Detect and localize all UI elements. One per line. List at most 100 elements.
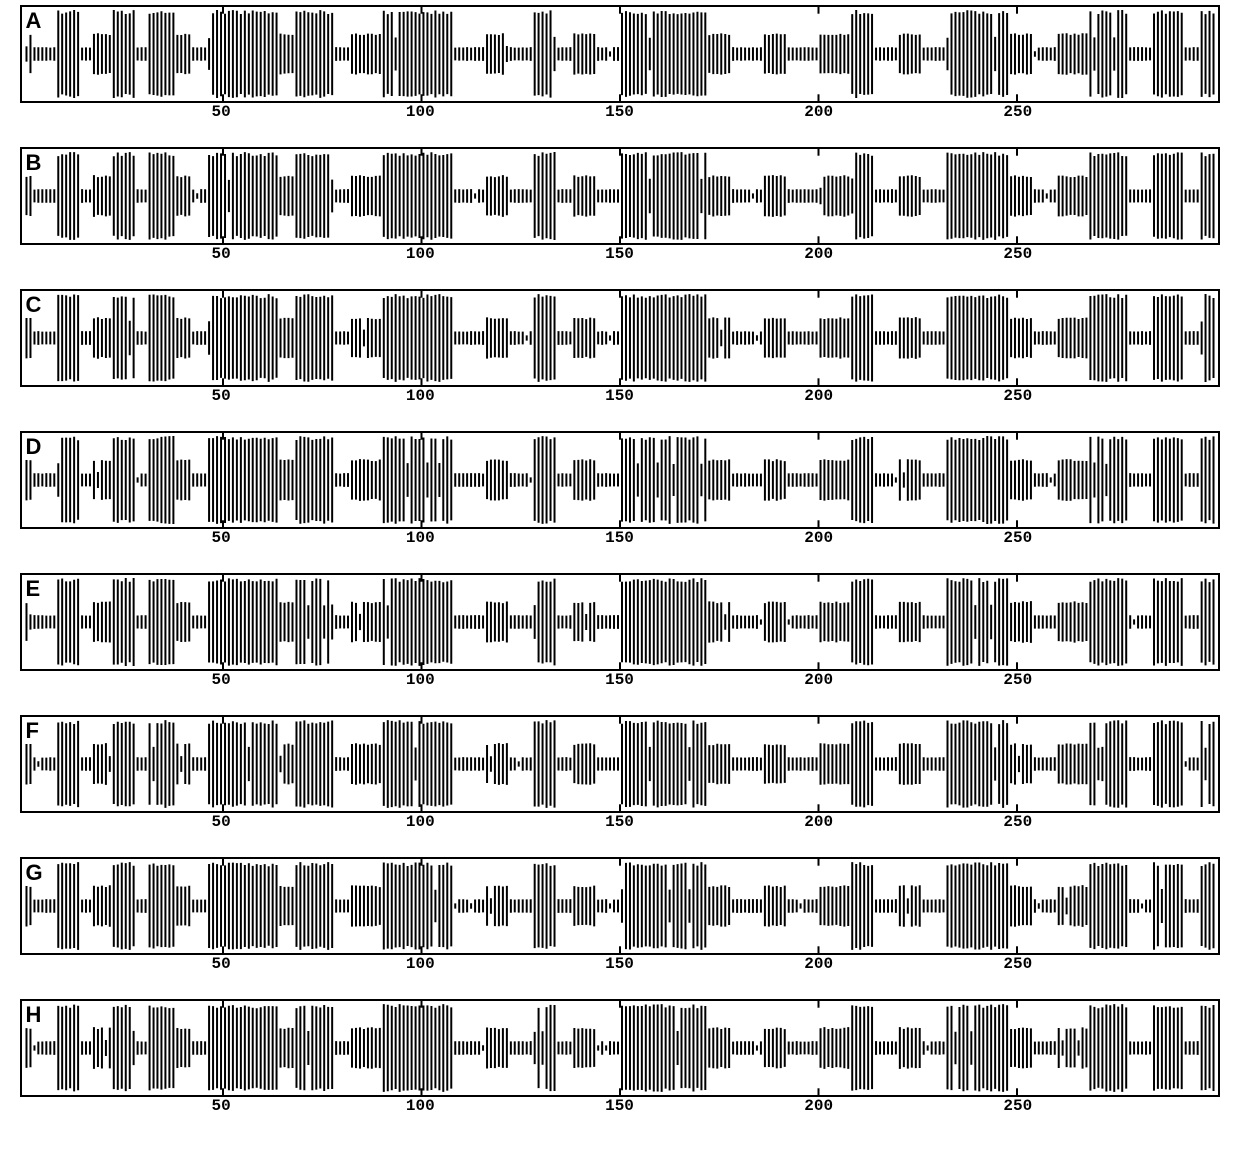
x-tick: 200 bbox=[804, 529, 833, 547]
x-axis: 50100150200250 bbox=[20, 529, 1220, 559]
barcode-plot bbox=[22, 149, 1218, 243]
x-tick: 150 bbox=[605, 955, 634, 973]
x-axis: 50100150200250 bbox=[20, 955, 1220, 985]
x-tick-label: 250 bbox=[1003, 1097, 1032, 1115]
panel-row: A 50 100 150 200 250 bbox=[20, 5, 1220, 133]
x-tick: 150 bbox=[605, 671, 634, 689]
x-tick-label: 100 bbox=[406, 387, 435, 405]
panel-row: D50100150200250 bbox=[20, 431, 1220, 559]
panel-row: G50100150200250 bbox=[20, 857, 1220, 985]
x-tick: 100 bbox=[406, 813, 435, 831]
x-tick-label: 100 bbox=[406, 103, 435, 121]
x-tick: 250 bbox=[1003, 671, 1032, 689]
x-tick: 250 bbox=[1003, 813, 1032, 831]
x-tick-label: 50 bbox=[212, 245, 231, 263]
x-tick-label: 200 bbox=[804, 1097, 833, 1115]
panel-row: C 50 100 150 200 250 bbox=[20, 289, 1220, 417]
panel-label: C bbox=[25, 292, 43, 318]
barcode-plot bbox=[22, 859, 1218, 953]
x-tick: 50 bbox=[212, 813, 231, 831]
x-tick-label: 150 bbox=[605, 103, 634, 121]
x-tick-label: 50 bbox=[212, 387, 231, 405]
panel-row: E50100150200250 bbox=[20, 573, 1220, 701]
x-tick: 100 bbox=[406, 387, 435, 405]
panel-row: F 50 100 150 200 250 bbox=[20, 715, 1220, 843]
figure-container: A 50 100 150 200 250 B 50 100 150 200 250 C 50 100 150 2… bbox=[0, 0, 1239, 1155]
x-tick-label: 250 bbox=[1003, 245, 1032, 263]
x-tick: 250 bbox=[1003, 955, 1032, 973]
x-tick-label: 50 bbox=[212, 1097, 231, 1115]
panel-box-A: A bbox=[20, 5, 1220, 103]
x-tick-label: 200 bbox=[804, 387, 833, 405]
panel-box-H: H bbox=[20, 999, 1220, 1097]
x-tick-label: 150 bbox=[605, 671, 634, 689]
x-tick: 250 bbox=[1003, 529, 1032, 547]
x-tick-label: 50 bbox=[212, 813, 231, 831]
panel-label: A bbox=[25, 8, 43, 34]
panel-label: E bbox=[25, 576, 42, 602]
x-tick-label: 50 bbox=[212, 671, 231, 689]
x-tick: 150 bbox=[605, 1097, 634, 1115]
x-tick: 200 bbox=[804, 813, 833, 831]
x-axis: 50100150200250 bbox=[20, 671, 1220, 701]
x-tick: 150 bbox=[605, 103, 634, 121]
x-tick: 50 bbox=[212, 529, 231, 547]
x-tick-label: 150 bbox=[605, 529, 634, 547]
x-tick-label: 200 bbox=[804, 813, 833, 831]
x-tick-label: 150 bbox=[605, 813, 634, 831]
x-tick: 250 bbox=[1003, 245, 1032, 263]
x-tick-label: 150 bbox=[605, 245, 634, 263]
x-tick: 200 bbox=[804, 387, 833, 405]
barcode-plot bbox=[22, 291, 1218, 385]
x-tick-label: 150 bbox=[605, 387, 634, 405]
x-tick-label: 200 bbox=[804, 103, 833, 121]
x-tick: 100 bbox=[406, 103, 435, 121]
x-tick-label: 50 bbox=[212, 103, 231, 121]
x-tick: 200 bbox=[804, 955, 833, 973]
x-tick-label: 150 bbox=[605, 955, 634, 973]
barcode-plot bbox=[22, 7, 1218, 101]
panel-label: G bbox=[25, 860, 44, 886]
panel-row: B 50 100 150 200 250 bbox=[20, 147, 1220, 275]
x-axis: 50 100 150 200 250 bbox=[20, 387, 1220, 417]
x-tick-label: 200 bbox=[804, 529, 833, 547]
x-tick-label: 100 bbox=[406, 671, 435, 689]
panel-box-B: B bbox=[20, 147, 1220, 245]
barcode-plot bbox=[22, 717, 1218, 811]
x-tick: 100 bbox=[406, 245, 435, 263]
x-tick-label: 250 bbox=[1003, 103, 1032, 121]
x-tick: 100 bbox=[406, 1097, 435, 1115]
panel-label: H bbox=[25, 1002, 43, 1028]
panel-row: H 50 100 150 200 250 bbox=[20, 999, 1220, 1127]
x-tick-label: 200 bbox=[804, 955, 833, 973]
panel-box-G: G bbox=[20, 857, 1220, 955]
x-tick: 50 bbox=[212, 1097, 231, 1115]
x-tick: 50 bbox=[212, 387, 231, 405]
x-axis: 50 100 150 200 250 bbox=[20, 103, 1220, 133]
panel-box-F: F bbox=[20, 715, 1220, 813]
x-axis: 50 100 150 200 250 bbox=[20, 813, 1220, 843]
x-tick: 200 bbox=[804, 103, 833, 121]
x-axis: 50 100 150 200 250 bbox=[20, 1097, 1220, 1127]
x-tick-label: 150 bbox=[605, 1097, 634, 1115]
x-tick: 250 bbox=[1003, 103, 1032, 121]
x-axis: 50 100 150 200 250 bbox=[20, 245, 1220, 275]
x-tick: 50 bbox=[212, 955, 231, 973]
x-tick: 200 bbox=[804, 245, 833, 263]
x-tick: 150 bbox=[605, 245, 634, 263]
x-tick-label: 250 bbox=[1003, 529, 1032, 547]
panel-label: D bbox=[25, 434, 43, 460]
x-tick: 150 bbox=[605, 813, 634, 831]
x-tick-label: 250 bbox=[1003, 671, 1032, 689]
panel-label: B bbox=[25, 150, 43, 176]
x-tick: 150 bbox=[605, 529, 634, 547]
panel-label: F bbox=[25, 718, 40, 744]
x-tick: 250 bbox=[1003, 1097, 1032, 1115]
x-tick: 250 bbox=[1003, 387, 1032, 405]
x-tick: 50 bbox=[212, 671, 231, 689]
x-tick-label: 200 bbox=[804, 245, 833, 263]
barcode-plot bbox=[22, 575, 1218, 669]
x-tick-label: 100 bbox=[406, 813, 435, 831]
x-tick: 200 bbox=[804, 1097, 833, 1115]
x-tick: 50 bbox=[212, 103, 231, 121]
